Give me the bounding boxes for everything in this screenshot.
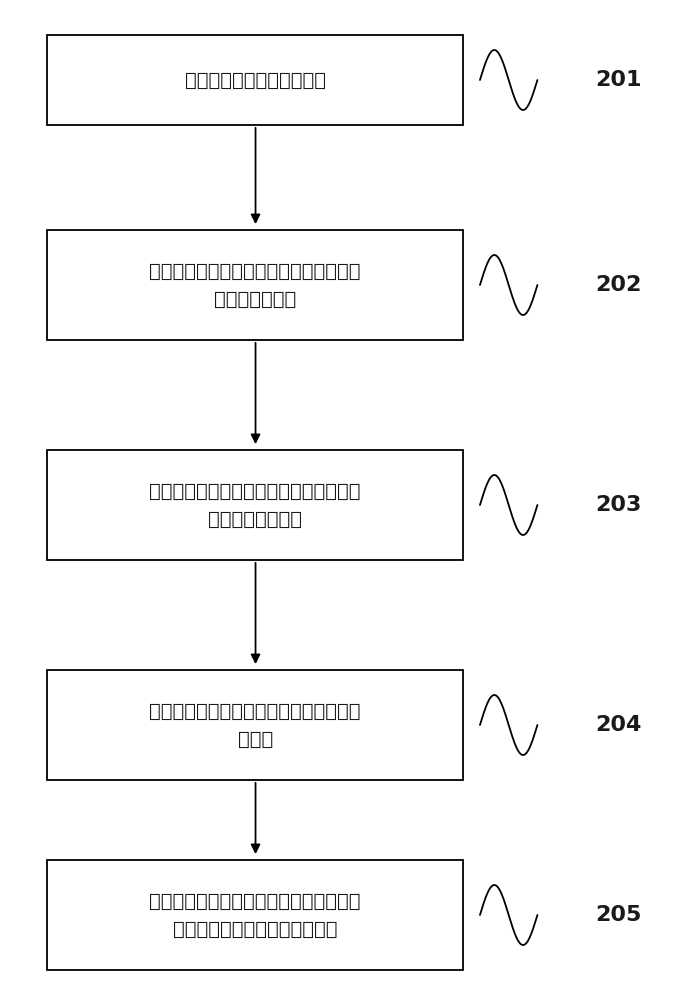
FancyBboxPatch shape bbox=[47, 860, 463, 970]
Text: 对所述时窗数据进行镶边后，经过傅里叶
变换，得到频谱: 对所述时窗数据进行镶边后，经过傅里叶 变换，得到频谱 bbox=[149, 261, 361, 308]
Text: 201: 201 bbox=[595, 70, 642, 90]
FancyBboxPatch shape bbox=[47, 670, 463, 780]
Text: 根据所述奇异点的度量值确定并输出所述
奇异点的位置以及奇异性度量值: 根据所述奇异点的度量值确定并输出所述 奇异点的位置以及奇异性度量值 bbox=[149, 892, 361, 938]
Text: 203: 203 bbox=[595, 495, 642, 515]
Text: 202: 202 bbox=[595, 275, 642, 295]
Text: 204: 204 bbox=[595, 715, 642, 735]
Text: 将所述频谱中的振幅谱进行希尔伯特变换
，得到实部和虚部: 将所述频谱中的振幅谱进行希尔伯特变换 ，得到实部和虚部 bbox=[149, 482, 361, 528]
Text: 205: 205 bbox=[595, 905, 642, 925]
Text: 根据所述实部和虚部获得该频谱奇异点的
度量值: 根据所述实部和虚部获得该频谱奇异点的 度量值 bbox=[149, 702, 361, 748]
FancyBboxPatch shape bbox=[47, 450, 463, 560]
Text: 在目的层周围选取时窗数据: 在目的层周围选取时窗数据 bbox=[185, 70, 326, 90]
FancyBboxPatch shape bbox=[47, 35, 463, 125]
FancyBboxPatch shape bbox=[47, 230, 463, 340]
